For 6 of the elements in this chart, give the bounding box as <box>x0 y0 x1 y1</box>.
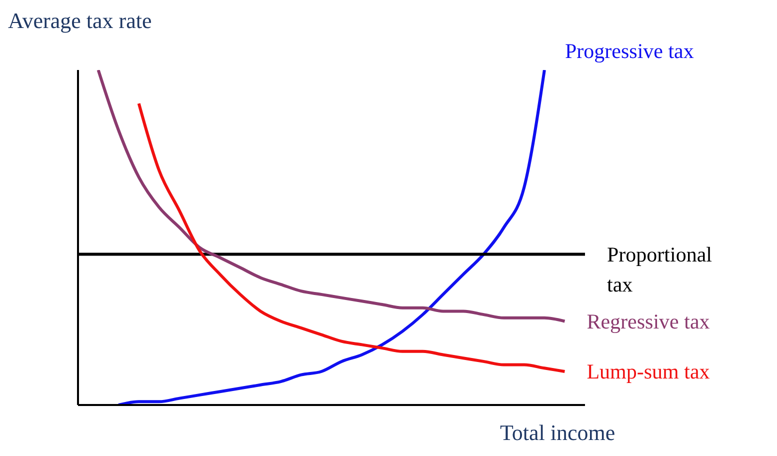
x-axis-title: Total income <box>500 420 616 446</box>
series-label: Progressive tax <box>564 39 694 63</box>
series-label: Lump-sum tax <box>586 360 710 384</box>
series-label: Regressive tax <box>586 309 710 334</box>
series-label: Proportional tax <box>607 242 712 296</box>
y-axis-title: Average tax rate <box>8 8 152 34</box>
